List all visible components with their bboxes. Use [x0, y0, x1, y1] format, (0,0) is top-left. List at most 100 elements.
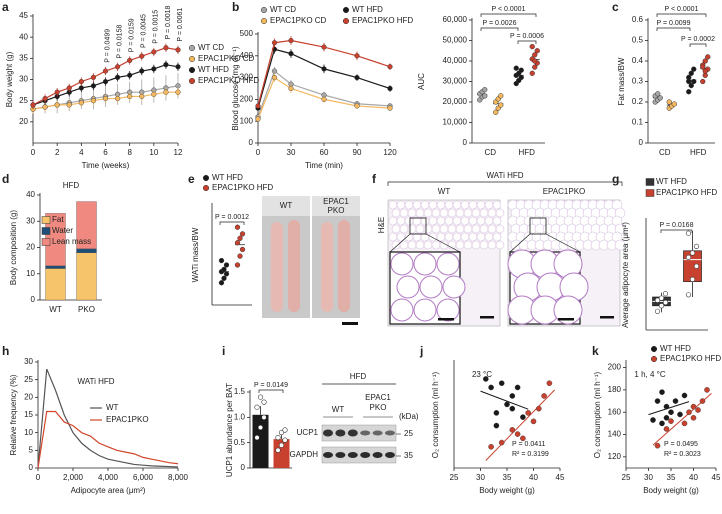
x-tick-label: 10 [149, 148, 158, 157]
y-tick-label: 0 [463, 138, 468, 147]
data-point [654, 398, 661, 404]
p-value: P = 0.0099 [657, 20, 691, 27]
data-point [655, 91, 661, 97]
cell [415, 240, 425, 250]
inset-marker [529, 217, 547, 235]
inset-marker [409, 217, 427, 235]
data-point [354, 103, 360, 109]
cell [468, 216, 478, 226]
data-point [704, 387, 710, 393]
data-point [513, 65, 519, 71]
blot-band [385, 430, 395, 436]
bar-segment [76, 252, 97, 301]
data-point [78, 79, 84, 85]
legend-label: WT HFD [660, 344, 691, 353]
cell [487, 208, 497, 218]
data-point [234, 224, 241, 230]
data-point [509, 427, 516, 433]
blot-band [323, 452, 333, 458]
cell [404, 200, 414, 210]
photo [262, 196, 310, 318]
x-axis-label: Body weight (g) [479, 486, 535, 495]
data-point [672, 398, 679, 404]
cell [391, 224, 401, 234]
data-point [532, 64, 538, 70]
data-point [530, 418, 537, 425]
data-point [686, 78, 692, 85]
data-point [234, 262, 241, 268]
data-point [321, 44, 327, 50]
cell [495, 208, 505, 218]
y-tick-label: 500 [240, 29, 254, 38]
zoom-cell [436, 298, 460, 322]
data-point [254, 404, 260, 410]
data-point [482, 376, 489, 382]
data-point [685, 292, 692, 298]
legend-marker [260, 6, 268, 14]
y-axis-label: Fat mass/BW [617, 57, 626, 105]
data-point [498, 439, 505, 446]
data-point [657, 95, 663, 101]
x-tick-label: PKO [78, 305, 95, 314]
y-axis-label: Blood glucose (mg dl⁻¹) [231, 46, 240, 131]
blot-strip [321, 446, 397, 464]
p-value: P = 0.0495 [664, 441, 698, 448]
x-axis-label: Time (weeks) [82, 161, 130, 170]
data-point [504, 401, 510, 408]
cell [431, 240, 441, 250]
chart-title: HFD [63, 181, 80, 190]
x-tick-label: 30 [476, 473, 485, 482]
panel-label: f [372, 172, 377, 186]
cell [463, 208, 473, 218]
legend-label: EPAC1PKO HFD [198, 76, 259, 85]
data-point [663, 403, 670, 410]
significance-bracket [689, 43, 707, 47]
data-point [686, 409, 692, 416]
data-point [354, 53, 360, 59]
data-point [686, 89, 692, 95]
bar-segment [45, 265, 66, 269]
y-tick-label: 10,000 [443, 118, 468, 127]
legend-marker [41, 216, 51, 224]
blot-band [335, 429, 346, 437]
blot-title: HFD [350, 372, 367, 381]
cell [455, 240, 465, 250]
legend-marker [188, 77, 196, 85]
x-tick-label: 6 [103, 148, 108, 157]
data-point [482, 87, 488, 93]
cell [492, 200, 502, 210]
zoom-cell [390, 298, 414, 322]
data-point [659, 420, 665, 427]
data-point [699, 398, 706, 404]
x-tick-label: 40 [529, 473, 538, 482]
y-tick-label: 0.6 [632, 15, 644, 24]
data-point [275, 435, 281, 441]
y-axis-label: WATi mass/BW [191, 227, 200, 282]
significance-bracket [517, 40, 537, 44]
x-tick-label: 0 [36, 473, 41, 482]
cell [452, 216, 462, 226]
panel-label: k [592, 344, 599, 358]
significance-bracket [219, 221, 245, 225]
x-tick-label: 120 [383, 148, 397, 157]
significance-bracket [258, 389, 284, 393]
y-tick-label: 30,000 [443, 77, 468, 86]
data-point [271, 68, 278, 74]
data-point [54, 102, 60, 108]
data-point [257, 424, 264, 431]
x-tick-label: 35 [667, 473, 676, 482]
data-point [685, 230, 692, 236]
row-label: GAPDH [290, 450, 319, 459]
data-point [163, 89, 169, 95]
y-tick-label: 30 [26, 216, 35, 225]
data-point [239, 246, 246, 253]
data-point [671, 101, 677, 107]
series-line [37, 410, 179, 469]
cell [388, 216, 398, 226]
data-point [532, 58, 538, 64]
x-tick-label: 4,000 [98, 473, 119, 482]
zoom-cell [413, 252, 437, 276]
cell [484, 232, 494, 242]
blot-band [335, 452, 346, 458]
bar-segment [76, 248, 97, 253]
